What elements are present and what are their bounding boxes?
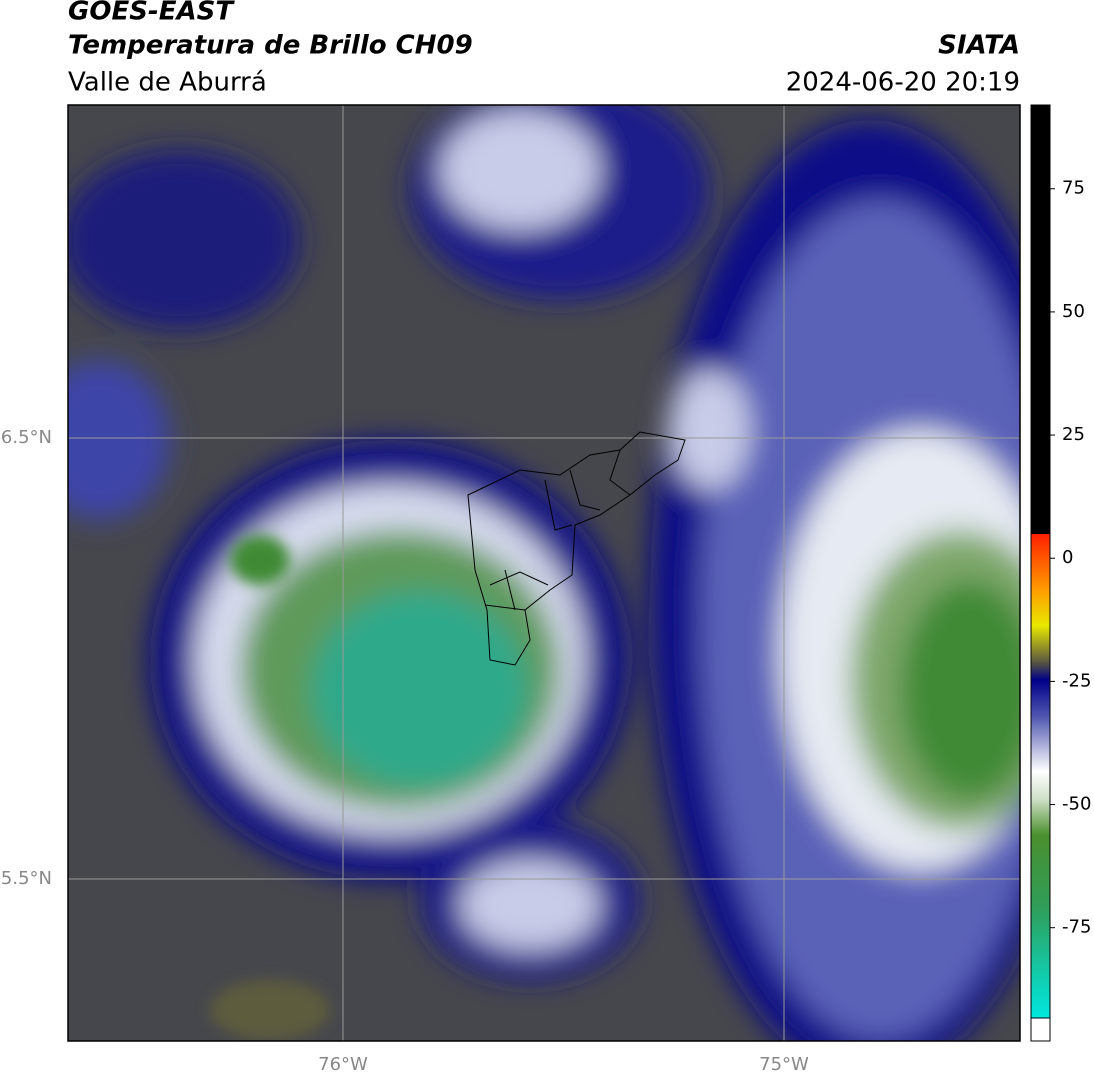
lat-label: 6.5°N [1, 427, 52, 448]
colorbar-tick-label: 75 [1062, 178, 1085, 199]
region-label: Valle de Aburrá [68, 68, 267, 98]
map-frame [67, 104, 1021, 1042]
lon-label: 75°W [759, 1054, 809, 1075]
lon-label: 76°W [318, 1054, 368, 1075]
colorbar-tick-label: 25 [1062, 424, 1085, 445]
colorbar [1030, 104, 1051, 1019]
municipal-boundaries [467, 431, 686, 666]
lat-label: 5.5°N [1, 868, 52, 889]
colorbar-tick-label: 0 [1062, 547, 1073, 568]
source-label: SIATA [938, 31, 1020, 61]
colorbar-tick-label: -50 [1062, 794, 1091, 815]
timestamp: 2024-06-20 20:19 [786, 68, 1020, 98]
colorbar-tick-label: -25 [1062, 670, 1091, 691]
satellite-title: GOES-EAST [68, 0, 235, 27]
product-title: Temperatura de Brillo CH09 [68, 31, 473, 61]
colorbar-tick-label: -75 [1062, 917, 1091, 938]
colorbar-tick-label: 50 [1062, 301, 1085, 322]
satellite-image [68, 105, 1020, 1041]
colorbar-extend [1030, 1017, 1051, 1042]
